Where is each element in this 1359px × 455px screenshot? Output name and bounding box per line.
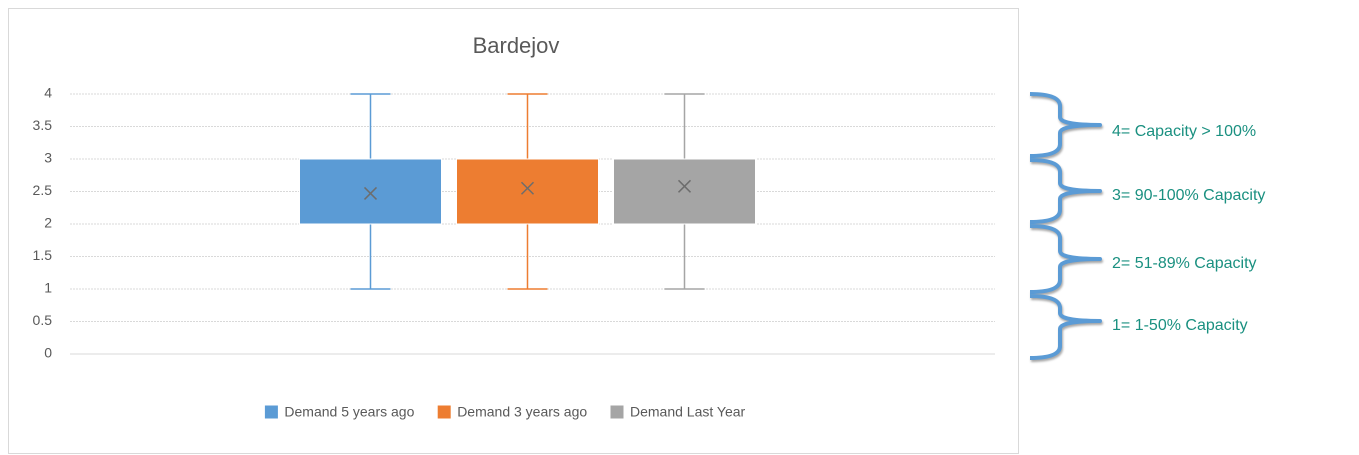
box — [299, 158, 442, 225]
box — [456, 158, 599, 225]
y-tick-label: 3.5 — [33, 117, 53, 133]
y-tick-label: 3 — [44, 150, 52, 166]
legend-label: Demand 3 years ago — [457, 404, 587, 420]
box — [613, 158, 756, 225]
brace — [1029, 294, 1102, 360]
y-tick-label: 4 — [44, 85, 52, 101]
chart-border — [8, 8, 1019, 454]
annotation: 3= 90-100% Capacity — [1112, 187, 1265, 204]
brace — [1029, 224, 1102, 294]
annotation: 1= 1-50% Capacity — [1112, 317, 1248, 334]
y-tick-label: 2.5 — [33, 182, 53, 198]
brace — [1029, 92, 1102, 158]
legend-swatch — [436, 404, 452, 420]
mean-marker — [677, 179, 692, 193]
legend-label: Demand 5 years ago — [284, 404, 414, 420]
legend-swatch — [609, 404, 625, 420]
annotation: 2= 51-89% Capacity — [1112, 255, 1257, 272]
chart-title: Bardejov — [473, 33, 560, 58]
annotation: 4= Capacity > 100% — [1112, 123, 1256, 140]
legend-swatch — [263, 404, 279, 420]
mean-marker — [520, 181, 535, 195]
mean-marker — [363, 186, 378, 200]
legend-label: Demand Last Year — [630, 404, 746, 420]
y-tick-label: 2 — [44, 215, 52, 231]
y-tick-label: 1 — [44, 280, 52, 296]
y-tick-label: 1.5 — [33, 247, 53, 263]
brace — [1029, 158, 1102, 224]
y-tick-label: 0.5 — [33, 312, 53, 328]
y-tick-label: 0 — [44, 345, 52, 361]
